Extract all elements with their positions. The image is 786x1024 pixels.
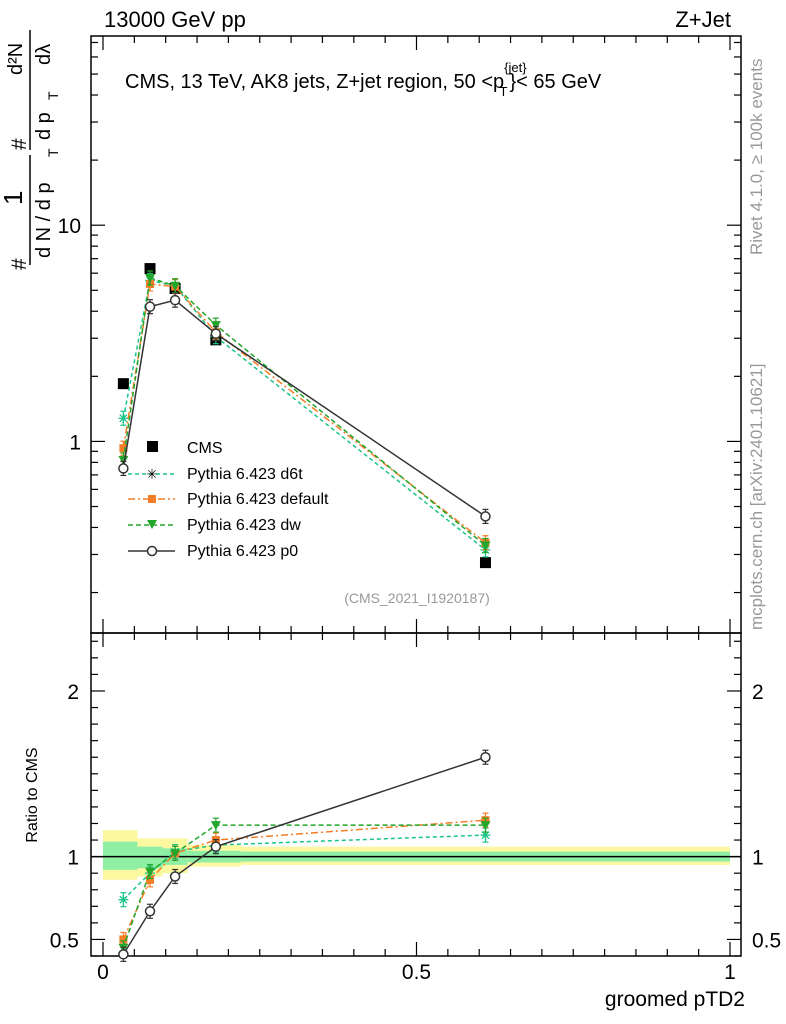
main-point-p0 xyxy=(210,328,222,339)
svg-text:d N / d p: d N / d p xyxy=(33,182,55,258)
process-label: Z+Jet xyxy=(675,7,731,32)
svg-text:T: T xyxy=(45,91,61,100)
analysis-reference: (CMS_2021_I1920187) xyxy=(344,590,490,606)
ratio-point-default xyxy=(146,875,155,884)
main-ytick-label: 10 xyxy=(58,215,81,238)
ratio-point-p0 xyxy=(169,871,181,882)
main-point-dw xyxy=(210,321,221,331)
ratio-point-dw xyxy=(210,821,221,831)
main-point-dw xyxy=(170,281,181,291)
legend-marker-cms xyxy=(147,441,158,452)
svg-text:#: # xyxy=(8,258,31,270)
main-point-cms xyxy=(117,378,129,390)
ratio-point-p0 xyxy=(210,841,222,852)
legend-marker-p0 xyxy=(146,545,158,557)
legend-item-p0: Pythia 6.423 p0 xyxy=(128,543,298,560)
main-line-p0 xyxy=(122,299,486,518)
ratio-series xyxy=(118,749,491,962)
main-series-p0 xyxy=(118,292,491,525)
ratio-ytick-label-left: 2 xyxy=(67,681,79,704)
main-point-p0 xyxy=(480,511,491,522)
green-band xyxy=(103,841,138,870)
main-point-p0 xyxy=(144,301,156,312)
ratio-frame xyxy=(90,632,742,957)
main-ytick-label: 1 xyxy=(69,431,81,454)
ratio-series-dw xyxy=(118,817,491,956)
svg-text:1: 1 xyxy=(0,191,28,205)
legend-label-d6t: Pythia 6.423 d6t xyxy=(187,466,303,483)
ratio-ytick-label-left: 1 xyxy=(67,847,79,870)
ratio-ticks: 0.5 0.5 1 1 2 2 0 0.5 1 xyxy=(50,633,781,984)
ratio-ylabel: Ratio to CMS xyxy=(24,747,41,842)
ratio-uncertainty-bands xyxy=(91,830,741,880)
svg-text:d²N: d²N xyxy=(5,43,27,75)
xtick-label: 0 xyxy=(97,961,109,984)
main-point-p0 xyxy=(118,463,129,474)
ratio-ytick-label-right: 1 xyxy=(752,847,764,870)
legend-item-dw: Pythia 6.423 dw xyxy=(128,517,301,534)
rivet-label: Rivet 4.1.0, ≥ 100k events xyxy=(747,59,766,255)
main-series-default xyxy=(119,276,490,551)
x-axis-label: groomed pTD2 xyxy=(605,988,745,1011)
main-ticks: 1 10 xyxy=(58,36,741,633)
main-series-cms xyxy=(117,263,491,569)
ratio-point-p0 xyxy=(144,906,156,917)
legend-item-default: Pythia 6.423 default xyxy=(128,491,329,508)
main-line-d6t xyxy=(122,279,486,551)
svg-text:CMS, 13 TeV, AK8 jets, Z+jet r: CMS, 13 TeV, AK8 jets, Z+jet region, 50 … xyxy=(125,60,602,99)
legend-label-default: Pythia 6.423 default xyxy=(187,491,329,508)
ratio-point-d6t xyxy=(118,894,129,905)
ratio-ytick-label-right: 2 xyxy=(752,681,764,704)
green-band xyxy=(137,846,163,869)
main-point-dw xyxy=(118,456,129,466)
main-point-dw xyxy=(480,541,491,551)
mcplots-label: mcplots.cern.ch [arXiv:2401.10621] xyxy=(747,364,766,630)
legend-marker-d6t: ✳ xyxy=(146,466,158,482)
main-point-d6t xyxy=(118,413,129,424)
legend-marker-dw xyxy=(147,520,157,529)
ratio-point-dw xyxy=(145,867,156,877)
main-point-cms xyxy=(479,557,491,569)
ratio-ytick-label-left: 0.5 xyxy=(50,929,79,952)
main-ylabel: # 1 d N / d p T # d²N d p T dλ xyxy=(0,30,61,270)
svg-text:T: T xyxy=(45,148,61,157)
ratio-point-dw xyxy=(480,821,491,831)
main-point-p0 xyxy=(169,294,181,306)
ratio-point-p0 xyxy=(480,751,491,763)
svg-text:dλ: dλ xyxy=(33,44,55,65)
svg-text:#: # xyxy=(8,138,31,150)
xtick-label: 0.5 xyxy=(402,961,431,984)
legend-item-d6t: ✳ Pythia 6.423 d6t xyxy=(128,466,303,483)
main-series-d6t xyxy=(118,272,491,558)
energy-label: 13000 GeV pp xyxy=(104,7,246,32)
main-title: CMS, 13 TeV, AK8 jets, Z+jet region, 50 … xyxy=(125,60,602,99)
legend-label-dw: Pythia 6.423 dw xyxy=(187,517,301,534)
ratio-series-p0 xyxy=(118,749,491,962)
main-point-default xyxy=(119,444,128,453)
svg-text:d p: d p xyxy=(33,112,55,140)
ratio-ytick-label-right: 0.5 xyxy=(752,929,781,952)
xtick-label: 1 xyxy=(724,961,736,984)
ratio-point-p0 xyxy=(118,949,129,960)
legend: CMS ✳ Pythia 6.423 d6t Pythia 6.423 defa… xyxy=(128,440,329,560)
main-point-dw xyxy=(145,273,156,283)
main-point-cms xyxy=(144,263,156,275)
ratio-line-dw xyxy=(122,824,486,948)
main-series-dw xyxy=(118,270,491,554)
legend-label-cms: CMS xyxy=(187,440,223,457)
ratio-point-dw xyxy=(170,849,181,859)
ratio-point-default xyxy=(119,935,128,944)
main-series xyxy=(117,263,491,569)
legend-item-cms: CMS xyxy=(147,440,223,457)
legend-label-p0: Pythia 6.423 p0 xyxy=(187,543,298,560)
legend-marker-default xyxy=(148,495,156,503)
